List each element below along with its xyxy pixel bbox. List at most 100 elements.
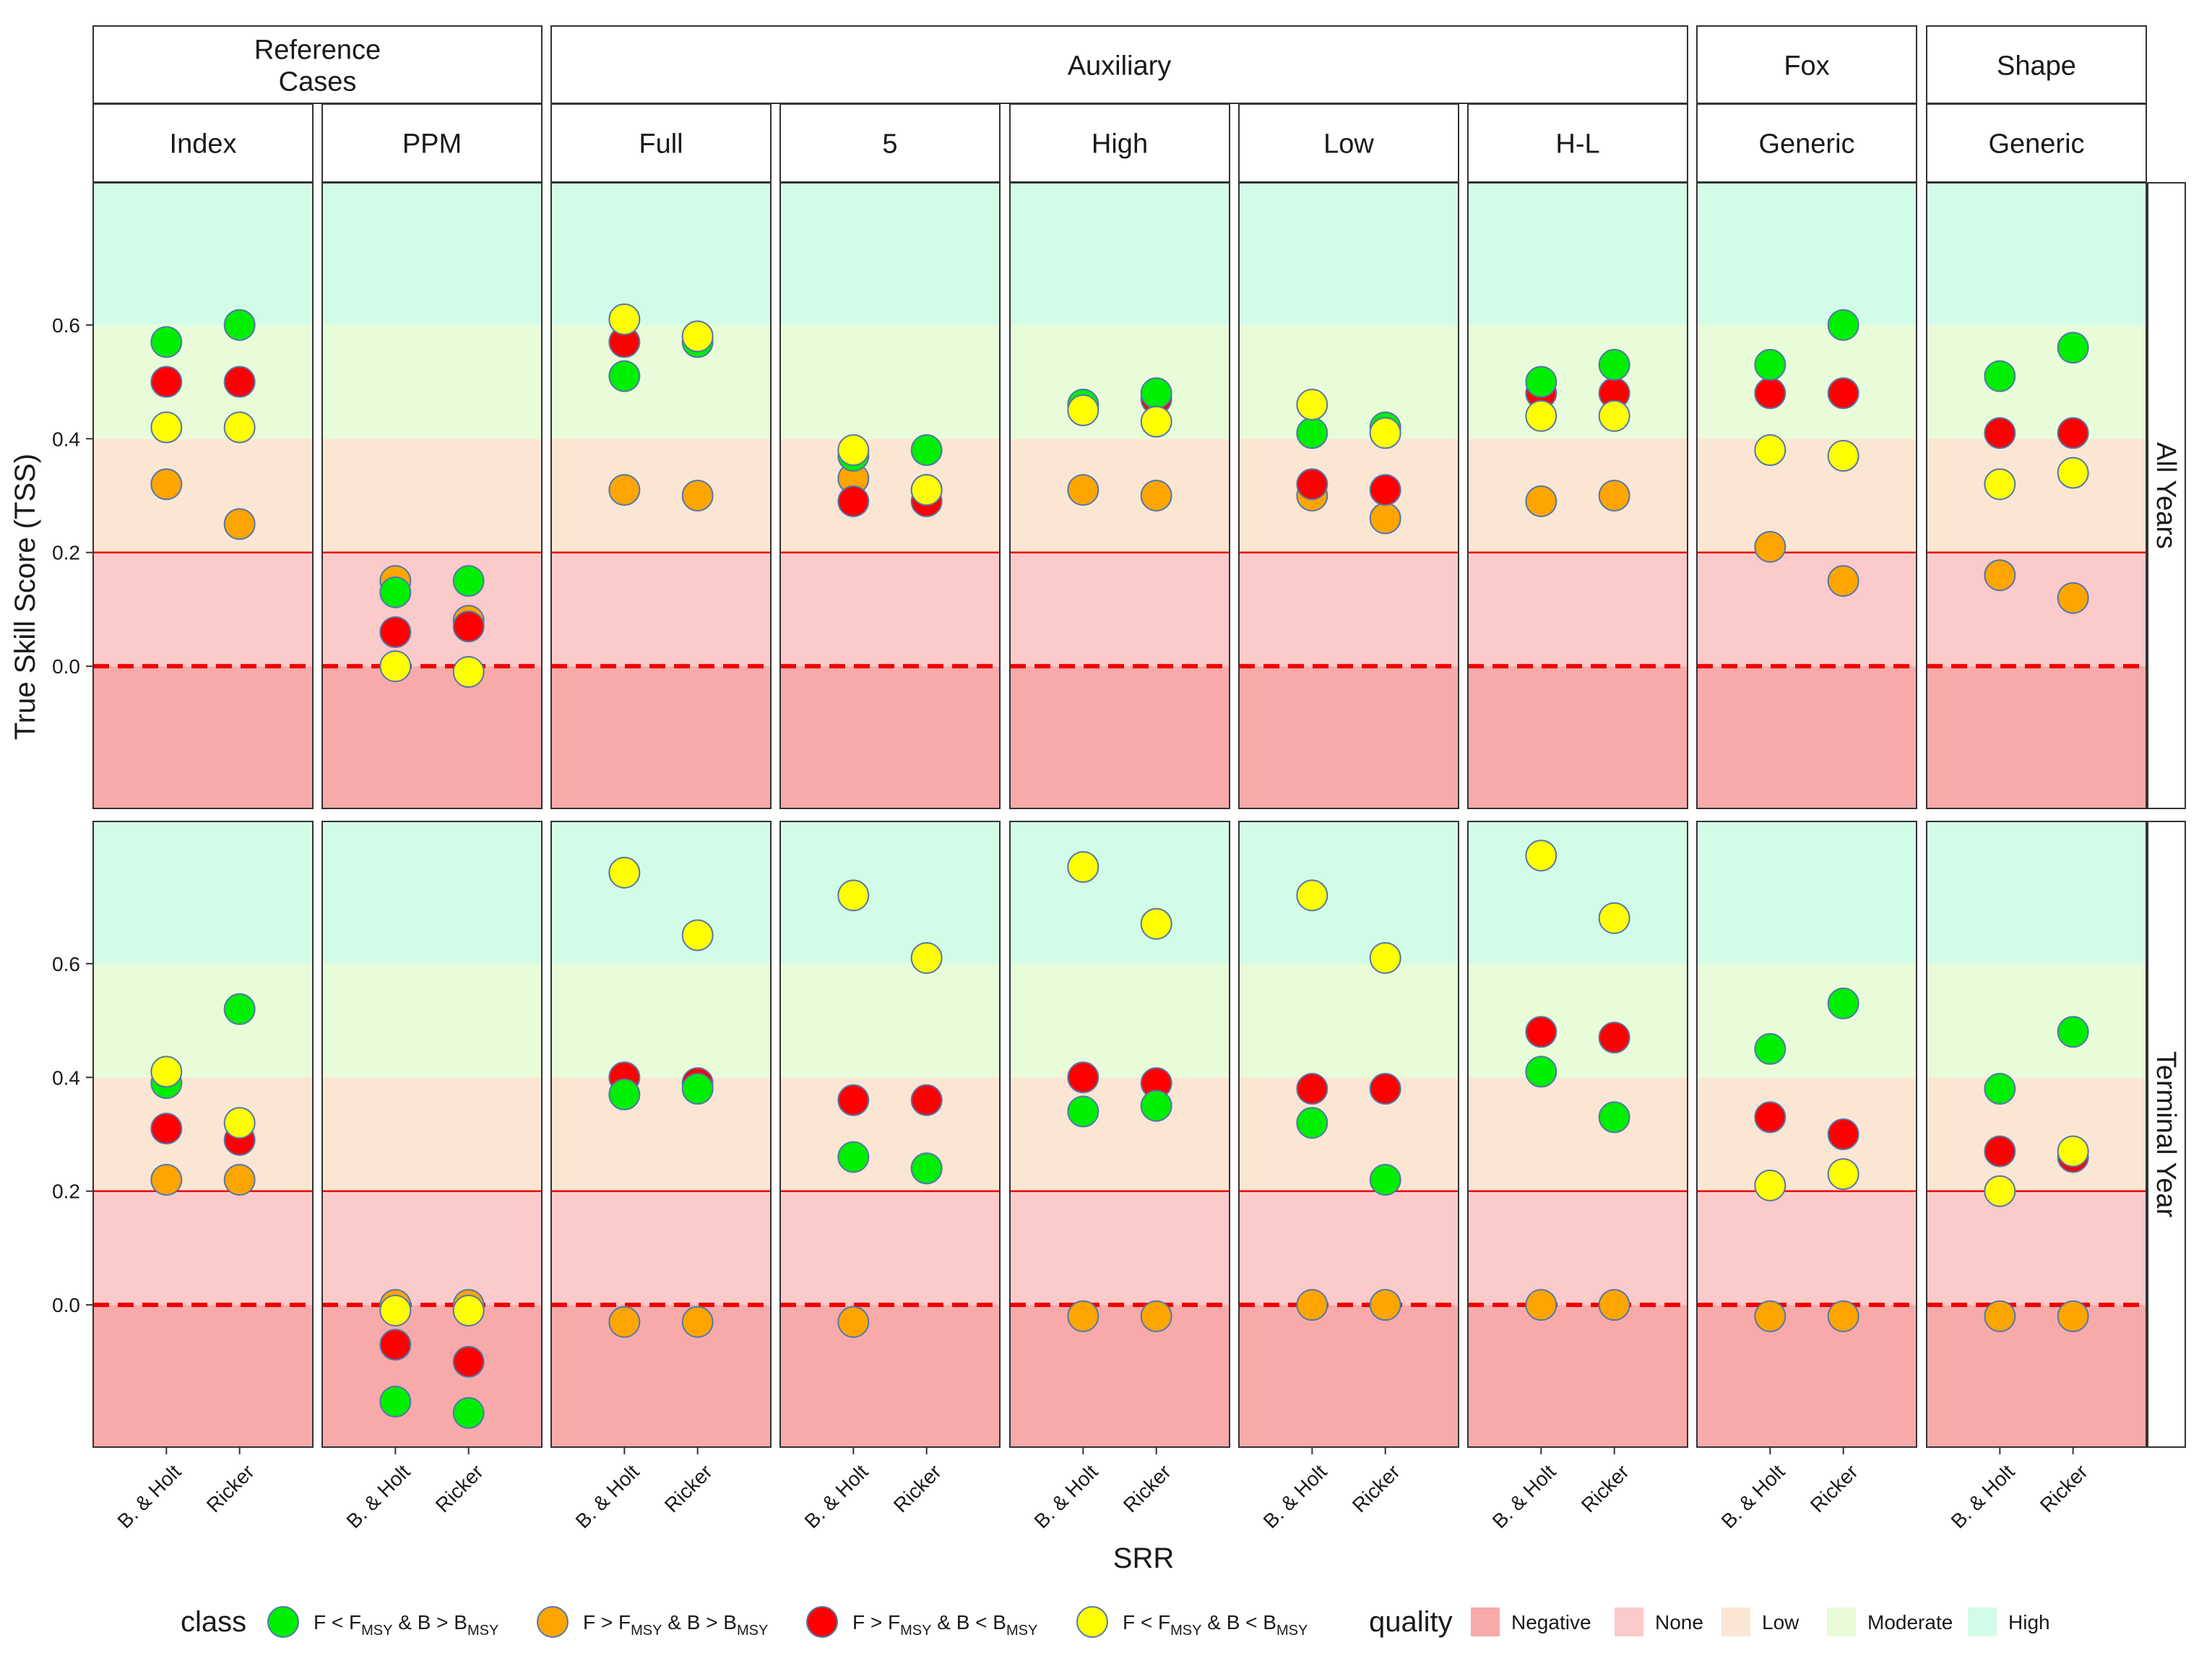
panel-border [779,182,1001,809]
legend-swatch-negative [1471,1607,1500,1636]
data-point-green-ricker [910,1152,943,1185]
data-point-green-b-holt [1296,1107,1329,1139]
panel-border [550,821,772,1448]
panel-border [1926,821,2147,1448]
data-point-green-b-holt [1754,1032,1787,1065]
data-point-red-ricker [1827,1118,1859,1150]
data-point-green-b-holt [1067,1095,1099,1128]
data-point-green-ricker [1827,308,1859,341]
panel-border [321,821,543,1448]
row-strip [2147,182,2186,809]
data-point-green-ricker [681,1073,714,1105]
data-point-yellow-b-holt [150,1056,183,1088]
data-point-yellow-b-holt [1525,400,1558,432]
data-point-orange-ricker [1369,502,1401,535]
data-point-red-ricker [1598,1022,1630,1054]
data-point-yellow-b-holt [150,411,183,444]
quality-band-high [551,821,771,964]
legend-label-red: F > FMSY & B < BMSY [852,1611,1037,1639]
panel-strip [321,103,543,183]
data-point-green-b-holt [1984,1073,2016,1105]
data-point-green-ricker [1598,348,1630,381]
legend-label-orange: F > FMSY & B > BMSY [583,1611,768,1639]
quality-band-low [1697,1077,1917,1191]
panel-border [1009,182,1230,809]
data-point-yellow-b-holt [1067,394,1099,426]
quality-band-moderate [1239,324,1459,439]
data-point-orange-b-holt [1754,530,1787,563]
quality-band-high [1239,183,1459,325]
data-point-green-ricker [223,993,256,1025]
data-point-yellow-ricker [1140,405,1172,438]
data-point-red-b-holt [837,1084,870,1116]
quality-band-moderate [1697,963,1917,1078]
y-tick-label: 0.4 [52,1066,80,1089]
quality-band-low [1239,439,1459,553]
data-point-orange-b-holt [608,474,641,506]
y-tick-label: 0.6 [52,953,80,975]
panel-border [1467,182,1688,809]
quality-band-high [1927,821,2146,964]
quality-band-moderate [780,324,1000,439]
panel-label-5: 5 [882,129,897,160]
data-point-orange-ricker [1827,565,1859,597]
quality-band-high [551,183,771,325]
row-strips: All Years Terminal Year [2147,182,2186,1448]
data-point-red-b-holt [1067,1061,1099,1094]
quality-band-low [1927,1077,2146,1191]
data-point-orange-b-holt [150,468,183,501]
data-point-orange-ricker [223,1163,256,1196]
data-point-red-b-holt [1296,1073,1329,1105]
data-point-green-ricker [2057,1016,2089,1048]
quality-band-negative [1010,1305,1230,1447]
data-point-orange-b-holt [1525,1289,1558,1321]
row-label-all-years: All Years [2151,442,2181,549]
legend-label-high: High [2008,1611,2050,1633]
panel-border [1696,821,1917,1448]
data-point-red-b-holt [150,366,183,398]
quality-band-low [551,1077,771,1191]
group-label: Reference [254,35,381,66]
data-point-green-b-holt [379,576,412,608]
quality-band-negative [322,1305,542,1447]
panel-label-generic: Generic [1988,129,2084,160]
data-point-orange-b-holt [1754,1300,1787,1332]
data-point-yellow-ricker [223,1107,256,1139]
panel-border [1467,821,1688,1448]
data-point-red-ricker [452,1345,485,1378]
panel-border [321,182,543,809]
data-point-yellow-b-holt [379,650,412,683]
legend: class F < FMSY & B > BMSY F > FMSY & B > B… [181,1606,2050,1639]
quality-band-moderate [780,963,1000,1078]
quality-band-moderate [551,963,771,1078]
data-point-green-b-holt [608,360,641,392]
data-point-orange-ricker [1140,480,1172,512]
data-point-green-ricker [452,1397,485,1429]
legend-swatch-yellow [1076,1606,1108,1638]
data-point-yellow-b-holt [837,434,870,467]
quality-band-moderate [551,324,771,439]
data-point-orange-ricker [1598,1289,1630,1321]
legend-class-title: class [181,1606,246,1638]
data-point-yellow-ricker [1140,907,1172,940]
quality-band-none [1697,552,1917,667]
data-point-yellow-ricker [910,474,943,506]
data-point-green-ricker [910,434,943,467]
data-point-green-b-holt [1984,360,2016,392]
quality-band-negative [1697,1305,1917,1447]
quality-band-low [780,439,1000,553]
data-point-red-b-holt [1984,1135,2016,1168]
quality-band-negative [93,666,313,808]
quality-band-moderate [322,963,542,1078]
legend-label-green: F < FMSY & B > BMSY [314,1611,498,1639]
data-point-yellow-ricker [1369,417,1401,449]
data-point-green-b-holt [150,326,183,358]
quality-band-none [322,1191,542,1305]
quality-band-low [93,1077,313,1191]
quality-band-high [322,821,542,964]
legend-swatch-orange [537,1606,569,1638]
data-point-orange-b-holt [1525,485,1558,517]
legend-label-moderate: Moderate [1867,1611,1953,1633]
data-point-red-ricker [2057,417,2089,449]
